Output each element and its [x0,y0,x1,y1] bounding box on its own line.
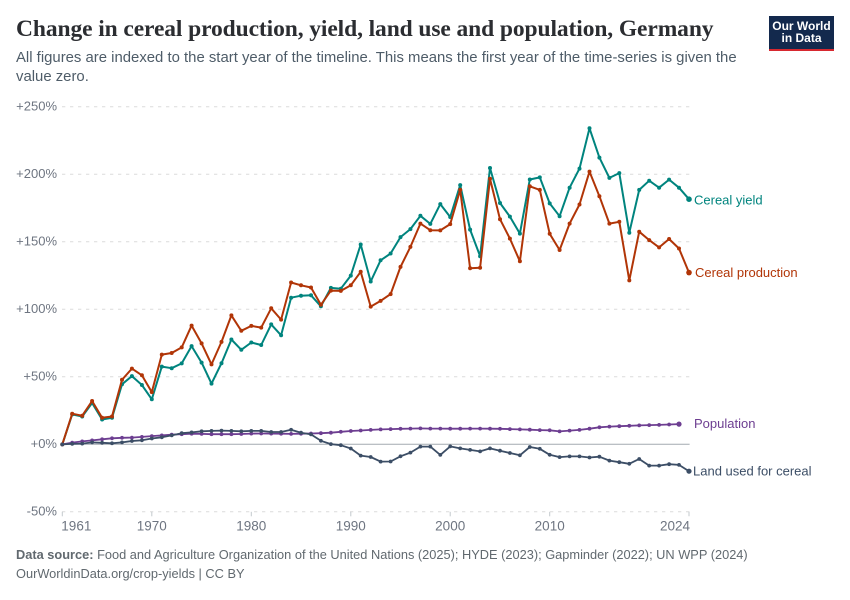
svg-text:1980: 1980 [236,519,266,534]
svg-text:2010: 2010 [535,519,565,534]
svg-text:+100%: +100% [16,301,57,316]
svg-text:Cereal production: Cereal production [695,265,798,280]
svg-text:Land used for cereal: Land used for cereal [693,464,812,479]
svg-text:2024: 2024 [660,519,691,534]
svg-text:Population: Population [694,416,755,431]
svg-text:+50%: +50% [23,368,57,383]
svg-text:+200%: +200% [16,166,57,181]
svg-text:Cereal yield: Cereal yield [694,193,763,208]
svg-text:+0%: +0% [31,436,58,451]
svg-text:+150%: +150% [16,233,57,248]
svg-text:-50%: -50% [27,503,58,518]
svg-text:+250%: +250% [16,98,57,113]
svg-text:2000: 2000 [435,519,465,534]
svg-text:1970: 1970 [137,519,167,534]
svg-text:1990: 1990 [336,519,366,534]
svg-text:1961: 1961 [61,519,91,534]
